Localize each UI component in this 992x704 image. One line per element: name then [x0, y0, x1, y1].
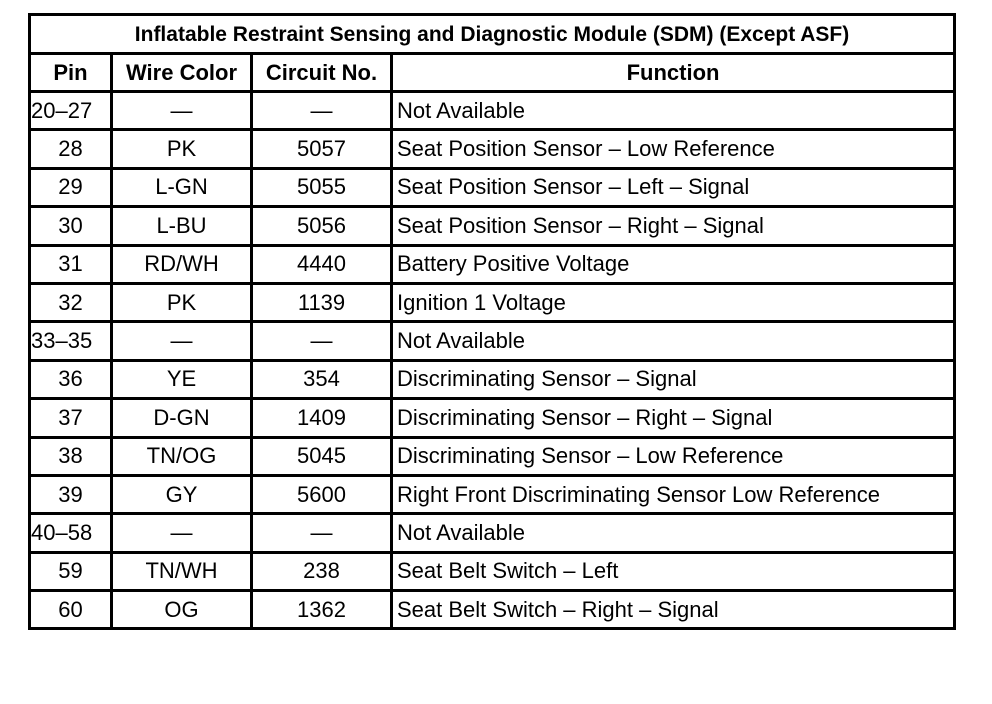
- circuit-no-cell: 1362: [250, 589, 393, 631]
- column-header-function: Function: [389, 52, 957, 93]
- wire-color-cell: PK: [110, 128, 253, 170]
- table-row: 36 YE 354 Discriminating Sensor – Signal: [28, 358, 957, 401]
- circuit-no-cell: 5045: [250, 435, 393, 477]
- circuit-no-cell: 5056: [250, 205, 393, 247]
- pin-cell: 32: [28, 281, 113, 324]
- circuit-no-cell: 5057: [250, 128, 393, 170]
- wire-color-cell: —: [110, 89, 253, 132]
- pin-cell: 39: [28, 473, 113, 516]
- function-cell: Seat Position Sensor – Right – Signal: [389, 205, 957, 247]
- circuit-no-cell: 4440: [250, 243, 393, 285]
- wire-color-cell: PK: [110, 281, 253, 324]
- circuit-no-cell: 5055: [250, 166, 393, 209]
- wire-color-cell: D-GN: [110, 397, 253, 439]
- wire-color-cell: OG: [110, 589, 253, 631]
- pin-cell: 60: [28, 589, 113, 631]
- table-row: 32 PK 1139 Ignition 1 Voltage: [28, 281, 957, 324]
- pin-cell: 20–27: [28, 89, 113, 132]
- pin-cell: 31: [28, 243, 113, 285]
- table-row: 31 RD/WH 4440 Battery Positive Voltage: [28, 243, 957, 285]
- function-cell: Battery Positive Voltage: [389, 243, 957, 285]
- wire-color-cell: L-GN: [110, 166, 253, 209]
- table-row: 38 TN/OG 5045 Discriminating Sensor – Low R…: [28, 435, 957, 477]
- table-title-row: Inflatable Restraint Sensing and Diagnos…: [27, 13, 957, 55]
- function-cell: Seat Position Sensor – Low Reference: [389, 128, 957, 170]
- table-row: 33–35— — Not Available: [28, 320, 957, 362]
- circuit-no-cell: —: [250, 89, 393, 132]
- pin-cell: 37: [28, 397, 113, 439]
- table-row: 37 D-GN 1409 Discriminating Sensor – Right …: [28, 397, 957, 439]
- function-cell: Not Available: [389, 512, 957, 554]
- wire-color-cell: YE: [110, 358, 253, 401]
- function-cell: Seat Position Sensor – Left – Signal: [389, 166, 957, 209]
- function-cell: Discriminating Sensor – Signal: [389, 358, 957, 401]
- function-cell: Not Available: [389, 89, 957, 132]
- circuit-no-cell: 238: [250, 550, 393, 593]
- pin-cell: 29: [28, 166, 113, 209]
- wire-color-cell: RD/WH: [110, 243, 253, 285]
- table-row: 28 PK 5057 Seat Position Sensor – Low Refer…: [28, 128, 957, 170]
- circuit-no-cell: 354: [250, 358, 393, 401]
- wire-color-cell: —: [110, 320, 253, 362]
- connector-pinout-table: Inflatable Restraint Sensing and Diagnos…: [27, 13, 957, 631]
- wire-color-cell: GY: [110, 473, 253, 516]
- pin-cell: 59: [28, 550, 113, 593]
- pin-cell: 38: [28, 435, 113, 477]
- pin-cell: 28: [28, 128, 113, 170]
- table-row: 30 L-BU 5056 Seat Position Sensor – Right –…: [28, 205, 957, 247]
- wire-color-cell: TN/OG: [110, 435, 253, 477]
- table-row: 20–27— — Not Available: [28, 89, 957, 132]
- pin-cell: 40–58: [28, 512, 113, 554]
- wire-color-cell: —: [110, 512, 253, 554]
- circuit-no-cell: 1139: [250, 281, 393, 324]
- pin-cell: 30: [28, 205, 113, 247]
- pin-cell: 36: [28, 358, 113, 401]
- table-header-row: Pin Wire Color Circuit No. Function: [28, 52, 957, 93]
- function-cell: Discriminating Sensor – Right – Signal: [389, 397, 957, 439]
- wire-color-cell: L-BU: [110, 205, 253, 247]
- function-cell: Right Front Discriminating Sensor Low Re…: [389, 473, 957, 516]
- table-row: 29 L-GN 5055 Seat Position Sensor – Left – …: [28, 166, 957, 209]
- pin-cell: 33–35: [28, 320, 113, 362]
- column-header-wire-color: Wire Color: [110, 52, 253, 93]
- circuit-no-cell: —: [250, 320, 393, 362]
- circuit-no-cell: —: [250, 512, 393, 554]
- function-cell: Ignition 1 Voltage: [389, 281, 957, 324]
- function-cell: Discriminating Sensor – Low Reference: [389, 435, 957, 477]
- wire-color-cell: TN/WH: [110, 550, 253, 593]
- circuit-no-cell: 1409: [250, 397, 393, 439]
- function-cell: Seat Belt Switch – Right – Signal: [389, 589, 957, 631]
- column-header-pin: Pin: [28, 52, 113, 93]
- table-row: 39 GY 5600 Right Front Discriminating Senso…: [28, 473, 957, 516]
- column-header-circuit-no: Circuit No.: [250, 52, 393, 93]
- function-cell: Not Available: [389, 320, 957, 362]
- function-cell: Seat Belt Switch – Left: [389, 550, 957, 593]
- table-row: 40–58— — Not Available: [28, 512, 957, 554]
- circuit-no-cell: 5600: [250, 473, 393, 516]
- table-title: Inflatable Restraint Sensing and Diagnos…: [27, 13, 957, 55]
- table-row: 60 OG 1362 Seat Belt Switch – Right – Signa…: [28, 589, 957, 631]
- table-row: 59 TN/WH 238 Seat Belt Switch – Left: [28, 550, 957, 593]
